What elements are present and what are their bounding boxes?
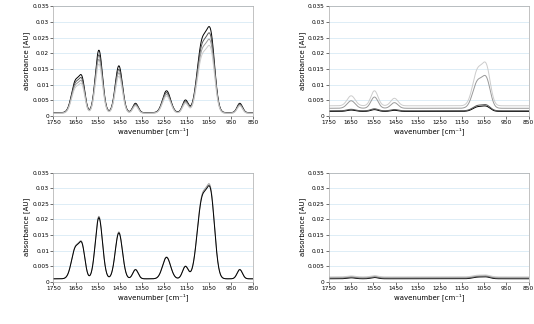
Y-axis label: absorbance [AU]: absorbance [AU] [23, 198, 30, 256]
Y-axis label: absorbance [AU]: absorbance [AU] [299, 198, 306, 256]
X-axis label: wavenumber [cm⁻¹]: wavenumber [cm⁻¹] [118, 127, 189, 135]
Y-axis label: absorbance [AU]: absorbance [AU] [299, 32, 306, 90]
X-axis label: wavenumber [cm⁻¹]: wavenumber [cm⁻¹] [394, 293, 464, 301]
Y-axis label: absorbance [AU]: absorbance [AU] [23, 32, 30, 90]
X-axis label: wavenumber [cm⁻¹]: wavenumber [cm⁻¹] [118, 293, 189, 301]
X-axis label: wavenumber [cm⁻¹]: wavenumber [cm⁻¹] [394, 127, 464, 135]
